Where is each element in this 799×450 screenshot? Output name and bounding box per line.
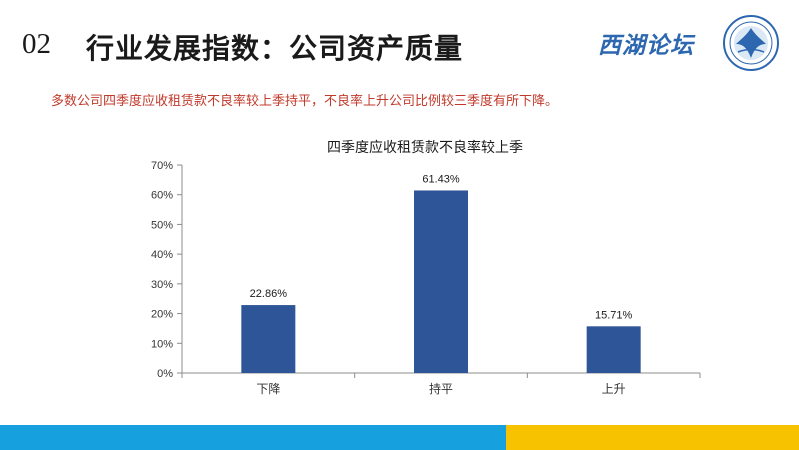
bar-1 bbox=[414, 190, 468, 373]
y-tick-label: 50% bbox=[151, 219, 173, 231]
y-tick-label: 10% bbox=[151, 338, 173, 350]
y-tick-label: 30% bbox=[151, 279, 173, 291]
page-title: 行业发展指数：公司资产质量 bbox=[86, 32, 464, 65]
y-tick-label: 70% bbox=[151, 160, 173, 172]
y-tick-label: 20% bbox=[151, 309, 173, 321]
data-label: 15.71% bbox=[595, 309, 633, 321]
y-tick-label: 60% bbox=[151, 190, 173, 202]
chart-bars: 22.86% 61.43% 15.71% bbox=[241, 173, 641, 373]
section-number: 02 bbox=[22, 28, 51, 60]
forum-seal-logo bbox=[723, 15, 779, 71]
bar-2 bbox=[586, 326, 641, 373]
summary-text: 多数公司四季度应收租赁款不良率较上季持平，不良率上升公司比例较三季度有所下降。 bbox=[51, 94, 559, 109]
x-tick-label: 下降 bbox=[256, 382, 280, 396]
bar-chart: 四季度应收租赁款不良率较上季 0% 10% 20% 30% 40% 50% 60% 70% 下降… bbox=[151, 139, 701, 396]
footer-stripe-yellow bbox=[506, 425, 799, 450]
brand-logo-text: 西湖论坛 bbox=[598, 32, 694, 59]
chart-axes: 0% 10% 20% 30% 40% 50% 60% 70% 下降 持平 上升 bbox=[151, 160, 701, 396]
data-label: 22.86% bbox=[250, 288, 288, 300]
chart-title: 四季度应收租赁款不良率较上季 bbox=[327, 139, 523, 156]
x-tick-label: 持平 bbox=[429, 381, 453, 396]
footer-stripe-blue bbox=[0, 425, 506, 450]
y-tick-label: 40% bbox=[151, 249, 173, 261]
x-tick-label: 上升 bbox=[602, 382, 626, 396]
y-tick-label: 0% bbox=[157, 368, 173, 380]
bar-0 bbox=[241, 305, 296, 373]
data-label: 61.43% bbox=[422, 173, 460, 185]
